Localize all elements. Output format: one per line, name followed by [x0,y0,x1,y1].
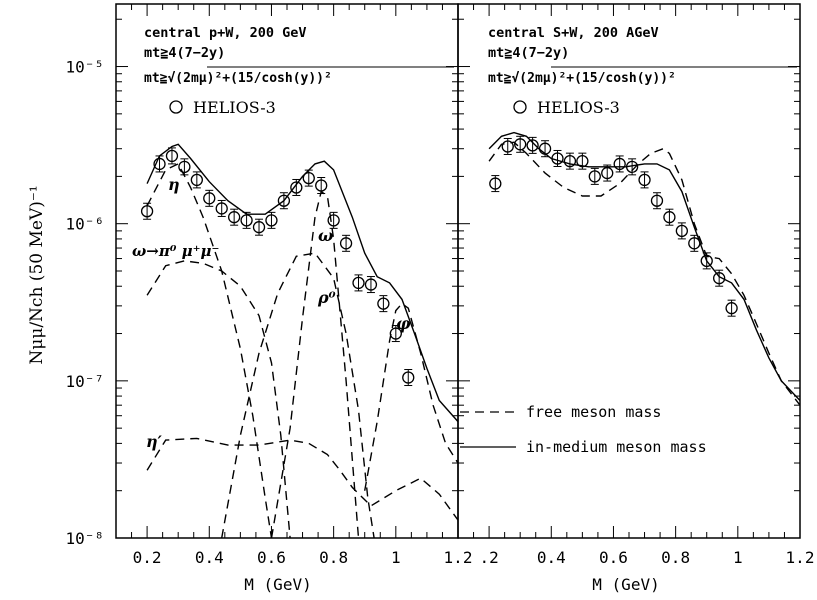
right-note-line3: mt≧√(2mμ)²+(15/cosh(y))² [488,71,676,86]
legend-medium-label: in-medium meson mass [526,438,707,456]
right-x-tick-label: 0.8 [661,548,690,567]
axis-ticks: 0.2 0.4 0.6 0.8 1 1.2 .2 0.4 0.6 0.8 1 1.2 10⁻⁸ 10⁻⁷ 1… [65,4,814,567]
left-data-point [240,211,253,229]
y-tick-label: 10⁻⁵ [65,58,104,77]
label-omega-dalitz: ω→π⁰ μ⁺μ⁻ [132,242,219,260]
left-data-point [290,178,303,196]
right-data-point [563,152,577,170]
y-tick-label: 10⁻⁷ [65,372,104,391]
left-note-line2: mt≧4(7−2y) [144,45,225,61]
left-x-tick-label: 0.6 [257,548,286,567]
left-data-point [215,199,228,217]
right-data-point [650,192,664,210]
right-data-point [601,164,614,182]
right-x-tick-label: 1 [733,548,743,567]
y-tick-label: 10⁻⁸ [65,529,104,548]
right-data-point [713,269,726,287]
left-note-line1: central p+W, 200 GeV [144,25,307,41]
right-data-point [625,158,639,176]
right-data-point [700,252,713,270]
left-x-tick-label: 1.2 [444,548,473,567]
left-data-point [227,208,241,226]
right-note-line2: mt≧4(7−2y) [488,45,569,61]
left-data-point [327,211,340,229]
right-x-axis-title: M (GeV) [592,575,659,594]
label-rho: ρ⁰ [317,288,336,307]
label-etaprime: η′ [146,432,163,451]
left-data-point [140,202,154,220]
left-legend-marker [169,100,183,114]
label-phi: φ [396,314,411,333]
left-data-point [389,325,402,343]
left-curve-dashed-3 [221,252,375,538]
right-curve-dashed-1 [488,141,800,406]
y-axis-title: Nμμ/Nch (50 MeV)⁻¹ [27,185,47,364]
left-curve-solid-0 [146,143,458,423]
right-data-point [588,167,601,185]
right-data-point [576,152,589,170]
left-x-tick-label: 0.4 [195,548,224,567]
left-x-tick-label: 1 [391,548,401,567]
right-data-point [663,208,676,226]
left-data-point [315,176,328,194]
right-data-point [538,140,552,158]
left-data-point [252,218,266,236]
left-data-point [339,234,353,252]
left-note-line3: mt≧√(2mμ)²+(15/cosh(y))² [144,71,332,86]
label-eta: η [168,175,180,194]
left-curve-dashed-4 [270,190,360,538]
right-x-tick-label: .2 [479,548,498,567]
left-x-axis-title: M (GeV) [244,575,311,594]
left-data-point [153,155,166,173]
left-data-point [190,171,203,189]
left-legend-label: HELIOS-3 [193,98,276,117]
left-curve-dashed-1 [146,162,273,538]
left-x-tick-label: 0.8 [319,548,348,567]
left-data-point [377,295,390,313]
left-plot-area [140,143,458,538]
right-data-point [725,299,738,317]
right-data-point [688,234,701,252]
right-data-point [551,149,564,167]
right-data-point [501,137,514,155]
right-data-point [526,136,539,154]
right-data-point [638,171,651,189]
right-curve-solid-0 [488,131,800,401]
left-x-tick-label: 0.2 [133,548,162,567]
left-curve-dashed-5 [364,302,458,491]
legend-free-label: free meson mass [526,403,661,421]
left-data-point [402,369,415,387]
right-x-tick-label: 1.2 [786,548,815,567]
right-x-tick-label: 0.6 [599,548,628,567]
right-data-point [613,155,626,173]
left-data-point [165,147,179,165]
right-data-point [675,222,689,240]
right-note-line1: central S+W, 200 AGeV [488,25,659,41]
right-plot-area [488,131,800,406]
left-data-point [277,192,291,210]
left-data-point [352,274,365,292]
left-data-point [203,189,216,207]
left-curve-dashed-6 [146,437,458,521]
y-tick-label: 10⁻⁶ [65,215,104,234]
right-legend-label: HELIOS-3 [537,98,620,117]
left-data-point [364,276,378,294]
right-data-point [514,135,527,153]
right-x-tick-label: 0.4 [537,548,566,567]
left-data-point [178,158,191,176]
left-curve-dashed-2 [146,260,291,538]
label-omega: ω [318,226,333,245]
left-data-point [302,169,315,187]
right-legend-marker [513,100,527,114]
left-data-point [265,211,278,229]
right-data-point [489,175,502,193]
